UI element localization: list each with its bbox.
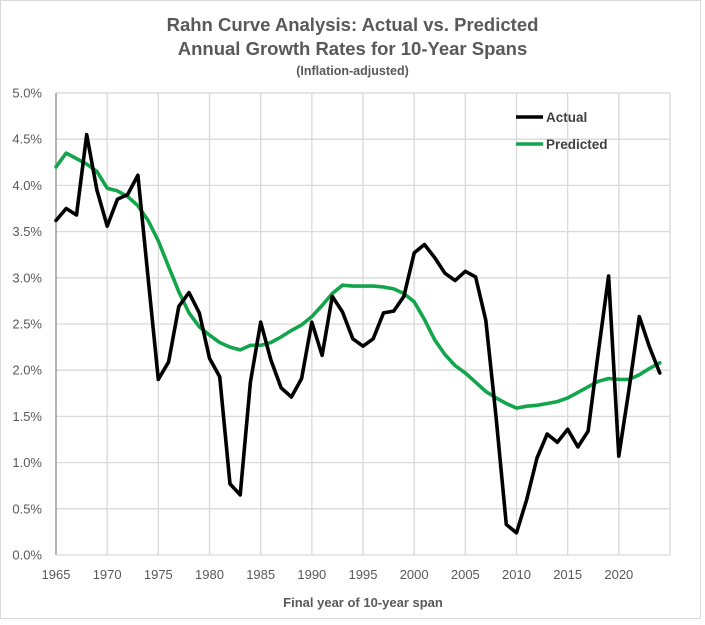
x-tick-label: 2015 <box>553 567 582 582</box>
chart-subtitle: Annual Growth Rates for 10-Year Spans <box>177 38 528 59</box>
legend-label-predicted: Predicted <box>546 137 608 152</box>
chart-note: (Inflation-adjusted) <box>296 64 409 78</box>
chart-title: Rahn Curve Analysis: Actual vs. Predicte… <box>166 14 539 35</box>
y-tick-label: 4.5% <box>12 132 42 147</box>
x-tick-label: 1995 <box>349 567 378 582</box>
legend: Actual Predicted <box>516 110 608 152</box>
x-axis-label: Final year of 10-year span <box>283 595 443 610</box>
x-tick-label: 1990 <box>297 567 326 582</box>
y-tick-label: 3.5% <box>12 224 42 239</box>
y-tick-label: 0.5% <box>12 501 42 516</box>
x-tick-label: 2020 <box>604 567 633 582</box>
y-tick-label: 1.0% <box>12 455 42 470</box>
gridlines <box>56 92 671 555</box>
x-tick-label: 1985 <box>246 567 275 582</box>
y-tick-label: 2.5% <box>12 317 42 332</box>
y-tick-label: 2.0% <box>12 363 42 378</box>
y-tick-labels: 0.0% 0.5% 1.0% 1.5% 2.0% 2.5% 3.0% 3.5% 4.0% 4.5%… <box>12 86 42 563</box>
x-tick-label: 1970 <box>93 567 122 582</box>
x-tick-label: 2005 <box>451 567 480 582</box>
x-tick-label: 1980 <box>195 567 224 582</box>
x-tick-label: 2000 <box>400 567 429 582</box>
y-tick-label: 5.0% <box>12 86 42 101</box>
series-lines <box>54 132 662 535</box>
y-tick-label: 4.0% <box>12 178 42 193</box>
legend-label-actual: Actual <box>546 110 587 125</box>
y-tick-label: 3.0% <box>12 270 42 285</box>
x-tick-labels: 1965 1970 1975 1980 1985 1990 1995 2000 2005 2010… <box>42 567 634 582</box>
y-tick-label: 1.5% <box>12 409 42 424</box>
series-line-predicted <box>54 151 662 410</box>
axes <box>55 93 670 556</box>
x-tick-label: 1975 <box>144 567 173 582</box>
x-tick-label: 2010 <box>502 567 531 582</box>
series-line-actual <box>54 132 662 535</box>
y-tick-label: 0.0% <box>12 548 42 563</box>
x-tick-label: 1965 <box>42 567 71 582</box>
